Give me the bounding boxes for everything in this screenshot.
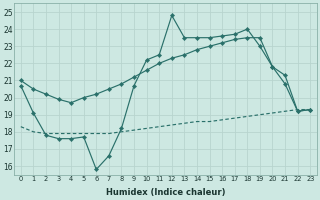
X-axis label: Humidex (Indice chaleur): Humidex (Indice chaleur) bbox=[106, 188, 225, 197]
